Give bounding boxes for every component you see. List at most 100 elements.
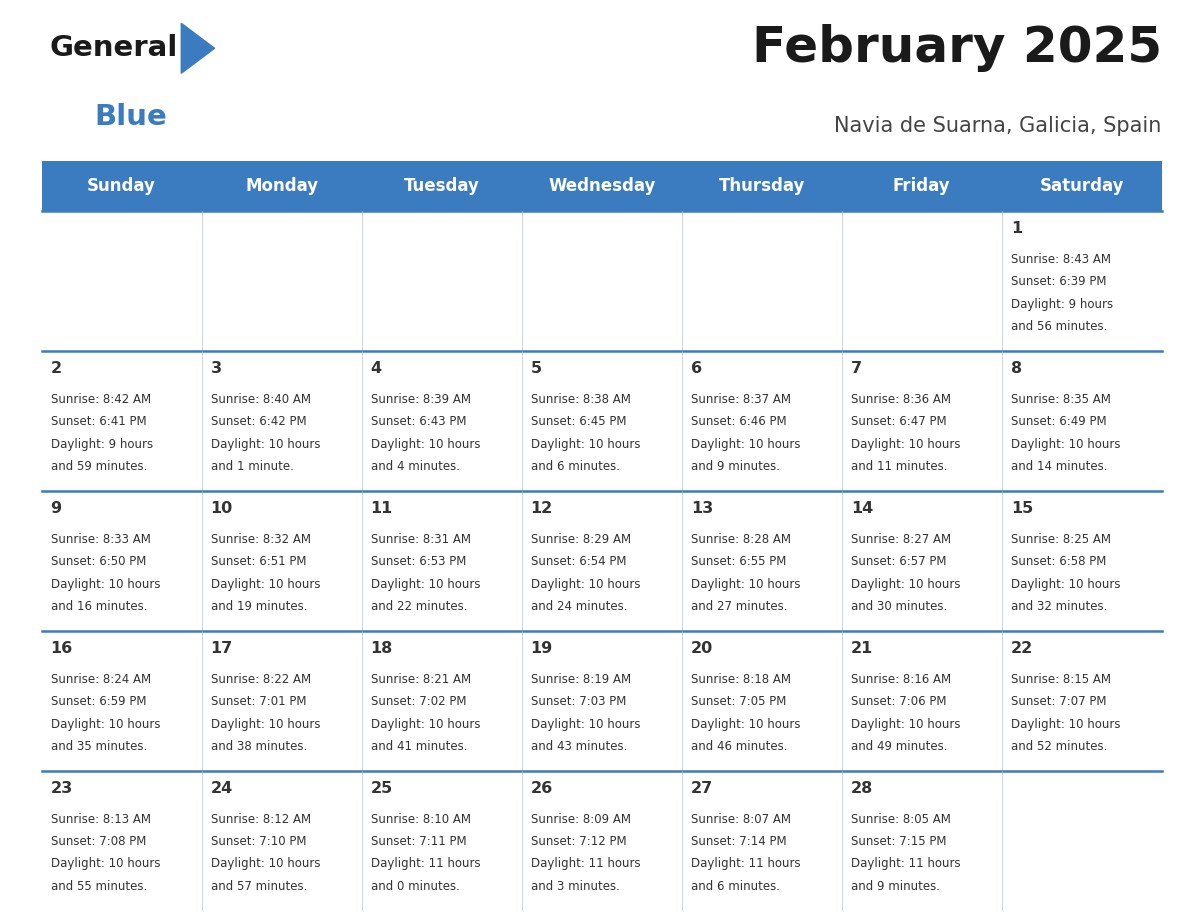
Text: and 16 minutes.: and 16 minutes. xyxy=(51,600,147,613)
Text: Sunset: 7:07 PM: Sunset: 7:07 PM xyxy=(1011,695,1106,708)
Text: and 52 minutes.: and 52 minutes. xyxy=(1011,740,1107,753)
Text: Sunrise: 8:32 AM: Sunrise: 8:32 AM xyxy=(210,533,310,546)
Text: 12: 12 xyxy=(531,500,552,516)
Text: Sunset: 6:55 PM: Sunset: 6:55 PM xyxy=(690,555,786,568)
Text: and 14 minutes.: and 14 minutes. xyxy=(1011,460,1107,473)
Text: Sunset: 6:54 PM: Sunset: 6:54 PM xyxy=(531,555,626,568)
Text: Daylight: 11 hours: Daylight: 11 hours xyxy=(531,857,640,870)
Text: Sunset: 7:11 PM: Sunset: 7:11 PM xyxy=(371,835,466,848)
Text: Daylight: 10 hours: Daylight: 10 hours xyxy=(690,438,801,451)
Text: and 49 minutes.: and 49 minutes. xyxy=(851,740,947,753)
Text: and 9 minutes.: and 9 minutes. xyxy=(851,879,940,893)
Text: Saturday: Saturday xyxy=(1040,177,1124,195)
Text: and 22 minutes.: and 22 minutes. xyxy=(371,600,467,613)
Text: Sunset: 6:51 PM: Sunset: 6:51 PM xyxy=(210,555,307,568)
Text: Daylight: 10 hours: Daylight: 10 hours xyxy=(371,718,480,731)
Text: Sunset: 7:08 PM: Sunset: 7:08 PM xyxy=(51,835,146,848)
Text: Sunrise: 8:36 AM: Sunrise: 8:36 AM xyxy=(851,393,950,406)
Text: and 32 minutes.: and 32 minutes. xyxy=(1011,600,1107,613)
Text: 4: 4 xyxy=(371,361,381,375)
Text: 19: 19 xyxy=(531,641,552,655)
Text: 21: 21 xyxy=(851,641,873,655)
Text: 23: 23 xyxy=(51,780,72,796)
Text: and 1 minute.: and 1 minute. xyxy=(210,460,293,473)
Text: Daylight: 10 hours: Daylight: 10 hours xyxy=(531,577,640,590)
Text: Sunrise: 8:42 AM: Sunrise: 8:42 AM xyxy=(51,393,151,406)
Text: Sunset: 6:49 PM: Sunset: 6:49 PM xyxy=(1011,416,1106,429)
Text: Daylight: 11 hours: Daylight: 11 hours xyxy=(371,857,480,870)
Text: Daylight: 10 hours: Daylight: 10 hours xyxy=(371,438,480,451)
Text: 9: 9 xyxy=(51,500,62,516)
Text: 14: 14 xyxy=(851,500,873,516)
Text: Sunrise: 8:33 AM: Sunrise: 8:33 AM xyxy=(51,533,151,546)
Text: Daylight: 10 hours: Daylight: 10 hours xyxy=(1011,718,1120,731)
Text: 6: 6 xyxy=(690,361,702,375)
Text: General: General xyxy=(49,34,177,62)
Text: Daylight: 11 hours: Daylight: 11 hours xyxy=(851,857,960,870)
Text: Daylight: 9 hours: Daylight: 9 hours xyxy=(51,438,153,451)
Text: Sunrise: 8:28 AM: Sunrise: 8:28 AM xyxy=(690,533,791,546)
Text: Daylight: 10 hours: Daylight: 10 hours xyxy=(210,857,320,870)
Text: Sunset: 7:12 PM: Sunset: 7:12 PM xyxy=(531,835,626,848)
Text: and 55 minutes.: and 55 minutes. xyxy=(51,879,147,893)
Text: Sunset: 7:14 PM: Sunset: 7:14 PM xyxy=(690,835,786,848)
Text: Sunrise: 8:29 AM: Sunrise: 8:29 AM xyxy=(531,533,631,546)
Text: Daylight: 10 hours: Daylight: 10 hours xyxy=(851,718,960,731)
Text: and 24 minutes.: and 24 minutes. xyxy=(531,600,627,613)
Text: Sunrise: 8:39 AM: Sunrise: 8:39 AM xyxy=(371,393,470,406)
Text: and 41 minutes.: and 41 minutes. xyxy=(371,740,467,753)
Text: Sunrise: 8:09 AM: Sunrise: 8:09 AM xyxy=(531,812,631,825)
Text: Sunset: 6:58 PM: Sunset: 6:58 PM xyxy=(1011,555,1106,568)
Text: Daylight: 10 hours: Daylight: 10 hours xyxy=(371,577,480,590)
Text: 1: 1 xyxy=(1011,221,1022,236)
Text: 22: 22 xyxy=(1011,641,1034,655)
Text: Sunset: 6:57 PM: Sunset: 6:57 PM xyxy=(851,555,947,568)
Text: Daylight: 10 hours: Daylight: 10 hours xyxy=(851,438,960,451)
Text: Sunset: 6:59 PM: Sunset: 6:59 PM xyxy=(51,695,146,708)
Text: Sunrise: 8:15 AM: Sunrise: 8:15 AM xyxy=(1011,673,1111,686)
Text: Daylight: 9 hours: Daylight: 9 hours xyxy=(1011,297,1113,311)
Text: Tuesday: Tuesday xyxy=(404,177,480,195)
Text: 27: 27 xyxy=(690,780,713,796)
Text: 20: 20 xyxy=(690,641,713,655)
Text: and 38 minutes.: and 38 minutes. xyxy=(210,740,307,753)
Text: 3: 3 xyxy=(210,361,222,375)
Text: Daylight: 10 hours: Daylight: 10 hours xyxy=(210,718,320,731)
Text: Monday: Monday xyxy=(245,177,318,195)
Text: Sunrise: 8:13 AM: Sunrise: 8:13 AM xyxy=(51,812,151,825)
Text: 2: 2 xyxy=(51,361,62,375)
Text: 25: 25 xyxy=(371,780,393,796)
Text: Daylight: 10 hours: Daylight: 10 hours xyxy=(51,857,160,870)
Text: Sunset: 7:06 PM: Sunset: 7:06 PM xyxy=(851,695,947,708)
Text: 7: 7 xyxy=(851,361,861,375)
Text: and 6 minutes.: and 6 minutes. xyxy=(531,460,620,473)
Text: Sunset: 6:39 PM: Sunset: 6:39 PM xyxy=(1011,275,1106,288)
Text: Sunday: Sunday xyxy=(87,177,156,195)
Text: Sunrise: 8:31 AM: Sunrise: 8:31 AM xyxy=(371,533,470,546)
Text: and 30 minutes.: and 30 minutes. xyxy=(851,600,947,613)
Text: 8: 8 xyxy=(1011,361,1022,375)
Text: Thursday: Thursday xyxy=(719,177,805,195)
Text: Sunset: 7:02 PM: Sunset: 7:02 PM xyxy=(371,695,466,708)
Text: and 43 minutes.: and 43 minutes. xyxy=(531,740,627,753)
Text: and 27 minutes.: and 27 minutes. xyxy=(690,600,788,613)
Text: and 0 minutes.: and 0 minutes. xyxy=(371,879,460,893)
Text: Sunset: 6:50 PM: Sunset: 6:50 PM xyxy=(51,555,146,568)
Text: 16: 16 xyxy=(51,641,72,655)
Text: February 2025: February 2025 xyxy=(752,24,1162,73)
Text: Wednesday: Wednesday xyxy=(548,177,656,195)
Text: Daylight: 10 hours: Daylight: 10 hours xyxy=(51,718,160,731)
Text: 15: 15 xyxy=(1011,500,1034,516)
Text: Sunset: 7:05 PM: Sunset: 7:05 PM xyxy=(690,695,786,708)
Text: and 9 minutes.: and 9 minutes. xyxy=(690,460,779,473)
Text: Daylight: 10 hours: Daylight: 10 hours xyxy=(210,438,320,451)
Text: and 19 minutes.: and 19 minutes. xyxy=(210,600,307,613)
Text: Sunset: 6:45 PM: Sunset: 6:45 PM xyxy=(531,416,626,429)
Text: Sunset: 7:01 PM: Sunset: 7:01 PM xyxy=(210,695,307,708)
Text: Sunrise: 8:43 AM: Sunrise: 8:43 AM xyxy=(1011,253,1111,266)
Text: Daylight: 10 hours: Daylight: 10 hours xyxy=(690,577,801,590)
Text: Sunrise: 8:22 AM: Sunrise: 8:22 AM xyxy=(210,673,311,686)
Text: Sunrise: 8:07 AM: Sunrise: 8:07 AM xyxy=(690,812,791,825)
Text: and 57 minutes.: and 57 minutes. xyxy=(210,879,307,893)
Text: Sunrise: 8:18 AM: Sunrise: 8:18 AM xyxy=(690,673,791,686)
